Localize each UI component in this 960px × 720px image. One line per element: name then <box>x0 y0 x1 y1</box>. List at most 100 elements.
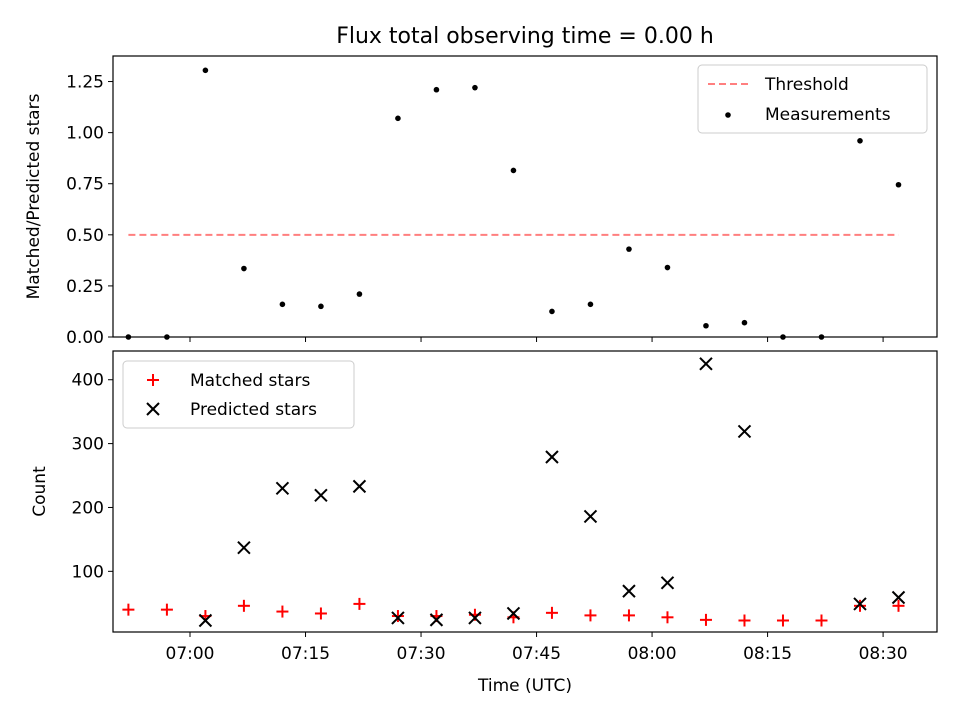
measurement-point <box>857 138 863 144</box>
predicted-star-point <box>275 481 290 496</box>
legend-measurements-label: Measurements <box>765 105 891 125</box>
measurement-point <box>626 246 632 252</box>
measurement-point <box>241 265 247 272</box>
cross-b <box>545 450 559 464</box>
matched-star-point <box>122 603 135 616</box>
cross-b <box>391 611 405 625</box>
y-tick-label: 0.75 <box>66 175 104 195</box>
predicted-star-point <box>545 450 559 464</box>
cross-b <box>275 481 290 496</box>
x-axis-label: Time (UTC) <box>477 676 572 696</box>
measurement-point <box>549 308 555 315</box>
measurement-point <box>202 67 209 74</box>
x-tick-label: 08:30 <box>859 644 908 664</box>
measurement-point <box>741 319 748 326</box>
x-tick-label: 07:30 <box>397 644 446 664</box>
predicted-star-point <box>198 613 213 628</box>
predicted-star-point <box>506 606 521 621</box>
cross-b <box>699 357 713 371</box>
measurement-point <box>510 167 517 174</box>
y-tick-label: 100 <box>72 562 104 582</box>
measurement-point <box>703 322 709 329</box>
ratio-axes: 0.00 0.25 0.50 0.75 1.00 1.25 Matched/Predicte… <box>24 55 938 348</box>
matched-star-point <box>353 597 366 610</box>
measurement-point <box>318 303 324 310</box>
measurement-point <box>433 86 440 93</box>
plot-frame <box>112 55 938 338</box>
cross-b <box>583 509 598 524</box>
measurement-point <box>472 84 478 91</box>
matched-star-point <box>237 599 250 612</box>
predicted-star-point <box>237 540 251 555</box>
matched-star-point <box>160 603 173 616</box>
measurement-point <box>279 301 286 308</box>
matched-star-point <box>276 605 289 618</box>
matched-star-point <box>738 614 751 627</box>
predicted-star-point <box>660 576 675 590</box>
predicted-star-point <box>352 479 367 494</box>
cross-b <box>429 613 444 627</box>
matched-star-point <box>314 607 327 620</box>
predicted-star-point <box>391 611 405 625</box>
matched-star-point <box>815 614 828 627</box>
legend: Matched stars Predicted stars <box>122 360 355 429</box>
measurement-point <box>587 301 594 308</box>
matched-star-point <box>892 599 905 612</box>
legend-predicted-swatch <box>146 402 160 416</box>
cross-b <box>468 611 482 625</box>
measurement-point <box>356 291 363 297</box>
y-tick-label: 1.25 <box>66 73 104 93</box>
x-tick-label: 07:45 <box>512 644 561 664</box>
legend-predicted-label: Predicted stars <box>190 400 317 420</box>
cross-b <box>146 402 160 416</box>
matched-star-point <box>776 614 789 627</box>
y-tick-label: 0.00 <box>66 328 104 348</box>
measurement-point <box>664 264 671 271</box>
y-tick-label: 400 <box>72 371 104 391</box>
legend-box <box>697 64 928 134</box>
cross-b <box>198 613 213 628</box>
predicted-star-point <box>468 611 482 625</box>
measurement-point <box>395 115 401 122</box>
cross-b <box>622 584 636 598</box>
cross-b <box>737 424 752 439</box>
matched-star-point <box>391 610 404 623</box>
predicted-star-point <box>699 357 713 371</box>
predicted-star-point <box>314 488 328 503</box>
y-tick-label: 0.25 <box>66 277 104 297</box>
y-tick-label: 0.50 <box>66 226 104 246</box>
figure-title: Flux total observing time = 0.00 h <box>336 24 714 49</box>
matched-star-point <box>853 599 866 612</box>
matched-star-point <box>584 609 597 622</box>
predicted-star-point <box>622 584 636 598</box>
legend-measurements-swatch <box>725 112 731 118</box>
predicted-star-point <box>583 509 598 524</box>
y-axis-label: Matched/Predicted stars <box>24 93 44 299</box>
legend-threshold-label: Threshold <box>764 75 849 95</box>
x-tick-label: 07:15 <box>281 644 330 664</box>
cross-b <box>314 488 328 503</box>
cross-b <box>853 597 867 611</box>
x-tick-label: 08:15 <box>743 644 792 664</box>
legend: Threshold Measurements <box>697 64 928 134</box>
plot-frame <box>112 350 938 633</box>
y-axis-label: Count <box>30 466 50 517</box>
y-tick-label: 300 <box>72 435 104 455</box>
matched-star-point <box>545 606 558 619</box>
x-tick-label: 08:00 <box>628 644 677 664</box>
x-tick-label: 07:00 <box>166 644 215 664</box>
y-tick-label: 200 <box>72 498 104 518</box>
y-tick-label: 1.00 <box>66 124 104 144</box>
matched-star-point <box>622 609 635 622</box>
matched-star-point <box>699 613 712 626</box>
predicted-star-point <box>891 590 906 605</box>
predicted-star-point <box>737 424 752 439</box>
cross-b <box>891 590 906 605</box>
count-axes: 100 200 300 400 07:00 07:15 07:30 07:45 08:00 08:… <box>30 350 938 696</box>
cross-b <box>237 540 251 555</box>
predicted-star-point <box>429 613 444 627</box>
legend-matched-swatch <box>147 374 159 386</box>
cross-b <box>352 479 367 494</box>
legend-box <box>122 360 355 429</box>
